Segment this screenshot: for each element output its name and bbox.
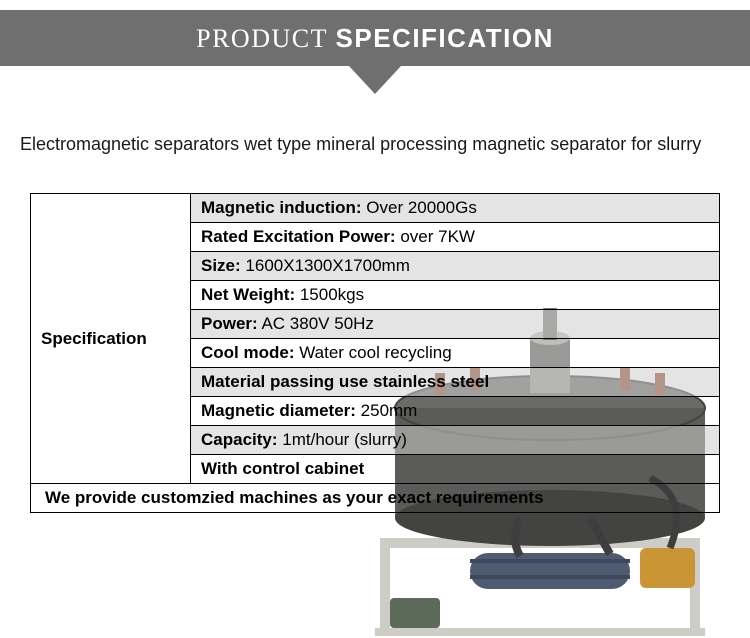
spec-row-label: Size: xyxy=(201,256,241,275)
spec-row-label: Capacity: xyxy=(201,430,278,449)
specification-table: SpecificationMagnetic induction: Over 20… xyxy=(30,193,720,513)
spec-row-label: Net Weight: xyxy=(201,285,295,304)
spec-tbody: SpecificationMagnetic induction: Over 20… xyxy=(31,194,720,513)
spec-row-label: Rated Excitation Power: xyxy=(201,227,396,246)
spec-row-value: AC 380V 50Hz xyxy=(258,314,374,333)
spec-row-value: 1600X1300X1700mm xyxy=(241,256,410,275)
page-title: PRODUCT SPECIFICATION xyxy=(196,23,554,54)
spec-row-label: Magnetic induction: xyxy=(201,198,362,217)
spec-label-cell: Specification xyxy=(31,194,191,484)
spec-value-cell: Size: 1600X1300X1700mm xyxy=(191,252,720,281)
spec-row-value: over 7KW xyxy=(396,227,475,246)
spec-row-label: Cool mode: xyxy=(201,343,295,362)
spec-row-label: Power: xyxy=(201,314,258,333)
header-arrow-icon xyxy=(349,66,401,94)
header-band: PRODUCT SPECIFICATION xyxy=(0,10,750,66)
table-footer-row: We provide customzied machines as your e… xyxy=(31,484,720,513)
title-light: PRODUCT xyxy=(196,24,335,53)
spec-value-cell: Magnetic diameter: 250mm xyxy=(191,397,720,426)
product-description: Electromagnetic separators wet type mine… xyxy=(0,94,750,187)
spec-footer-cell: We provide customzied machines as your e… xyxy=(31,484,720,513)
spec-value-cell: Net Weight: 1500kgs xyxy=(191,281,720,310)
spec-row-label: Material passing use stainless steel xyxy=(201,372,489,391)
table-row: SpecificationMagnetic induction: Over 20… xyxy=(31,194,720,223)
spec-row-value: 1mt/hour (slurry) xyxy=(278,430,407,449)
spec-row-value: 250mm xyxy=(356,401,417,420)
spec-value-cell: Capacity: 1mt/hour (slurry) xyxy=(191,426,720,455)
spec-row-value: 1500kgs xyxy=(295,285,364,304)
title-bold: SPECIFICATION xyxy=(336,23,554,53)
spec-row-label: Magnetic diameter: xyxy=(201,401,356,420)
spec-value-cell: Power: AC 380V 50Hz xyxy=(191,310,720,339)
spec-value-cell: Rated Excitation Power: over 7KW xyxy=(191,223,720,252)
spec-row-label: With control cabinet xyxy=(201,459,364,478)
spec-value-cell: Magnetic induction: Over 20000Gs xyxy=(191,194,720,223)
spec-row-value: Water cool recycling xyxy=(295,343,452,362)
spec-value-cell: Material passing use stainless steel xyxy=(191,368,720,397)
spec-value-cell: Cool mode: Water cool recycling xyxy=(191,339,720,368)
spec-row-value: Over 20000Gs xyxy=(362,198,477,217)
spec-value-cell: With control cabinet xyxy=(191,455,720,484)
